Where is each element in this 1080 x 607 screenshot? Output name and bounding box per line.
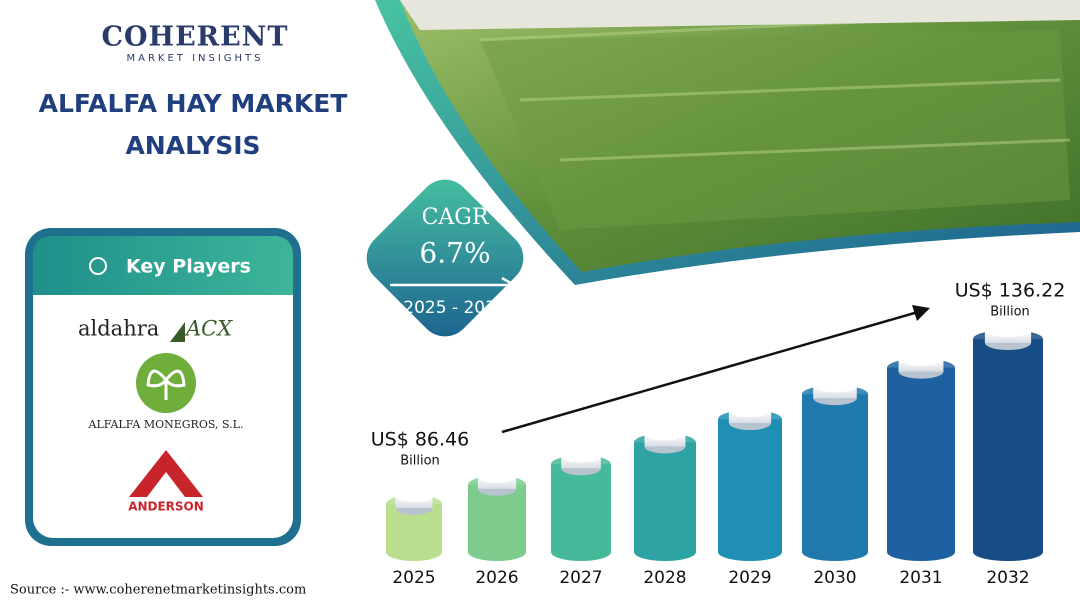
x-tick-label: 2027	[559, 568, 602, 588]
bar-cap	[644, 428, 686, 441]
growth-arrow-head	[912, 305, 930, 321]
player-logo-mark	[146, 369, 186, 400]
value-label: US$ 136.22	[955, 280, 1066, 302]
bar-cap	[728, 405, 772, 418]
x-tick-label: 2030	[813, 568, 856, 588]
player-logo: ANDERSON	[128, 500, 204, 514]
bar-cap	[477, 470, 517, 483]
bar	[887, 367, 955, 561]
bar	[718, 419, 782, 561]
bar-cap	[395, 490, 433, 502]
bar	[973, 339, 1043, 561]
x-tick-label: 2031	[899, 568, 942, 588]
player-logo: ALFALFA MONEGROS, S.L.	[88, 418, 244, 431]
cagr-arrow	[390, 276, 517, 294]
bar-cap	[813, 380, 857, 393]
players-heading: Key Players	[126, 256, 251, 278]
bar-cap	[561, 450, 601, 463]
hay-bale	[480, 30, 1070, 230]
bar	[802, 394, 868, 561]
x-tick-label: 2032	[986, 568, 1029, 588]
x-tick-label: 2028	[643, 568, 686, 588]
players-header	[33, 236, 293, 295]
player-logo-mark	[170, 322, 185, 342]
x-tick-label: 2026	[475, 568, 518, 588]
logo-tagline: MARKET INSIGHTS	[126, 53, 263, 64]
bar	[386, 504, 442, 561]
photo-wall	[400, 0, 1080, 30]
bar-cap	[984, 325, 1032, 337]
x-tick-label: 2029	[728, 568, 771, 588]
title-line: ALFALFA HAY MARKET ANALYSIS	[39, 89, 348, 160]
bar	[551, 464, 611, 561]
value-label: US$ 86.46	[371, 429, 470, 451]
player-logo: aldahra	[78, 317, 159, 341]
value-unit: Billion	[400, 454, 440, 469]
bar-cap	[898, 353, 944, 366]
growth-arrow	[501, 310, 919, 434]
value-unit: Billion	[990, 305, 1030, 320]
x-tick-label: 2025	[392, 568, 435, 588]
bar	[468, 484, 526, 561]
bar	[634, 442, 696, 561]
cagr-badge	[366, 179, 524, 337]
player-logo: ACX	[184, 317, 233, 341]
cagr-value: 6.7%	[419, 237, 490, 270]
logo-name: COHERENT	[102, 22, 289, 53]
players-icon	[89, 257, 107, 275]
cagr-label: CAGR	[422, 205, 490, 230]
cagr-period: 2025 - 2032	[403, 298, 506, 318]
source: Source :- www.coherenetmarketinsights.co…	[10, 583, 306, 598]
player-logo-mark	[129, 450, 203, 497]
